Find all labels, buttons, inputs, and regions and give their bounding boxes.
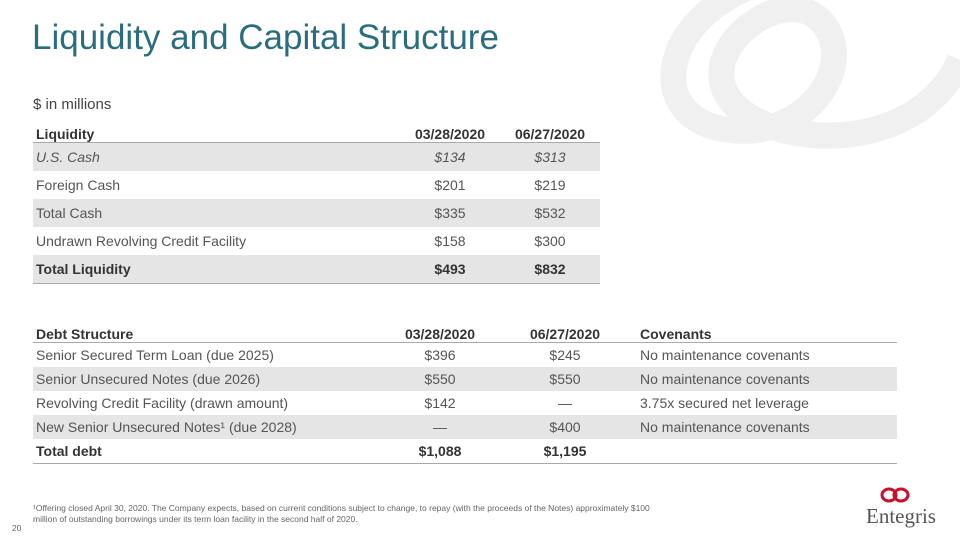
table-cell: $550: [380, 367, 500, 391]
table-cell: $201: [434, 177, 466, 193]
subtitle: $ in millions: [33, 96, 112, 113]
table-cell: No maintenance covenants: [640, 347, 810, 363]
table-row: Senior Secured Term Loan (due 2025) $396 $…: [33, 343, 897, 368]
table-row: New Senior Unsecured Notes¹ (due 2028) — $…: [33, 415, 897, 439]
table-cell: $142: [424, 395, 456, 411]
table-cell: $300: [534, 233, 566, 249]
table-cell: $550: [500, 367, 630, 391]
header-cell: 06/27/2020: [500, 122, 600, 143]
table-cell: U.S. Cash: [33, 142, 400, 171]
table-cell: $1,088: [380, 439, 500, 464]
table-cell: $134: [400, 142, 500, 171]
empty-cell: [630, 439, 897, 464]
header-row: Liquidity 03/28/2020 06/27/2020: [33, 122, 600, 143]
table-cell: New Senior Unsecured Notes¹ (due 2028): [33, 415, 380, 439]
table-cell: $335: [400, 199, 500, 227]
table-row: Senior Unsecured Notes (due 2026) $550 $55…: [33, 367, 897, 391]
watermark: [660, 0, 960, 149]
table-cell: $400: [500, 415, 630, 439]
table-cell: $532: [500, 199, 600, 227]
table-row: Total Cash $335 $532: [33, 199, 600, 227]
table-cell: Senior Secured Term Loan (due 2025): [36, 347, 274, 363]
table-cell: Total debt: [33, 439, 380, 464]
table-cell: No maintenance covenants: [630, 415, 897, 439]
table-cell: —: [380, 415, 500, 439]
table-cell: $493: [400, 255, 500, 284]
table-row: Revolving Credit Facility (drawn amount)…: [33, 391, 897, 415]
table-cell: $832: [500, 255, 600, 284]
debt-table: Debt Structure 03/28/2020 06/27/2020 Covena…: [33, 322, 897, 464]
header-cell: Covenants: [630, 322, 897, 343]
table-cell: $1,195: [500, 439, 630, 464]
table-cell: Undrawn Revolving Credit Facility: [36, 233, 247, 249]
logo-mark: [880, 487, 910, 503]
header-cell: Debt Structure: [33, 322, 380, 343]
table-row: Total Liquidity $493 $832: [33, 255, 600, 284]
table-cell: $245: [549, 347, 581, 363]
table-row: Undrawn Revolving Credit Facility $158 $30…: [33, 227, 600, 255]
liquidity-table: Liquidity 03/28/2020 06/27/2020 U.S. Cash $1…: [33, 122, 600, 284]
table-cell: $396: [424, 347, 456, 363]
header-row: Debt Structure 03/28/2020 06/27/2020 Covena…: [33, 322, 897, 343]
table-cell: No maintenance covenants: [630, 367, 897, 391]
table-cell: Foreign Cash: [36, 177, 121, 193]
header-cell: 03/28/2020: [380, 322, 500, 343]
table-cell: —: [558, 395, 572, 411]
title: Liquidity and Capital Structure: [32, 18, 499, 57]
table-row: Foreign Cash $201 $219: [33, 171, 600, 199]
table-cell: $219: [534, 177, 566, 193]
table-cell: $313: [500, 142, 600, 171]
table-cell: 3.75x secured net leverage: [640, 395, 809, 411]
footnote: ¹Offering closed April 30, 2020. The Com…: [33, 503, 650, 524]
header-cell: 06/27/2020: [500, 322, 630, 343]
table-cell: Senior Unsecured Notes (due 2026): [33, 367, 380, 391]
logo: Entegris: [866, 504, 936, 528]
table-cell: Total Liquidity: [33, 255, 400, 284]
table-row: U.S. Cash $134 $313: [33, 142, 600, 171]
page-number: 20: [12, 523, 22, 533]
table-cell: $158: [434, 233, 466, 249]
table-cell: Total Cash: [33, 199, 400, 227]
table-row: Total debt $1,088 $1,195: [33, 439, 897, 464]
header-cell: 03/28/2020: [400, 122, 500, 143]
table-cell: Revolving Credit Facility (drawn amount): [36, 395, 289, 411]
header-cell: Liquidity: [33, 122, 400, 143]
